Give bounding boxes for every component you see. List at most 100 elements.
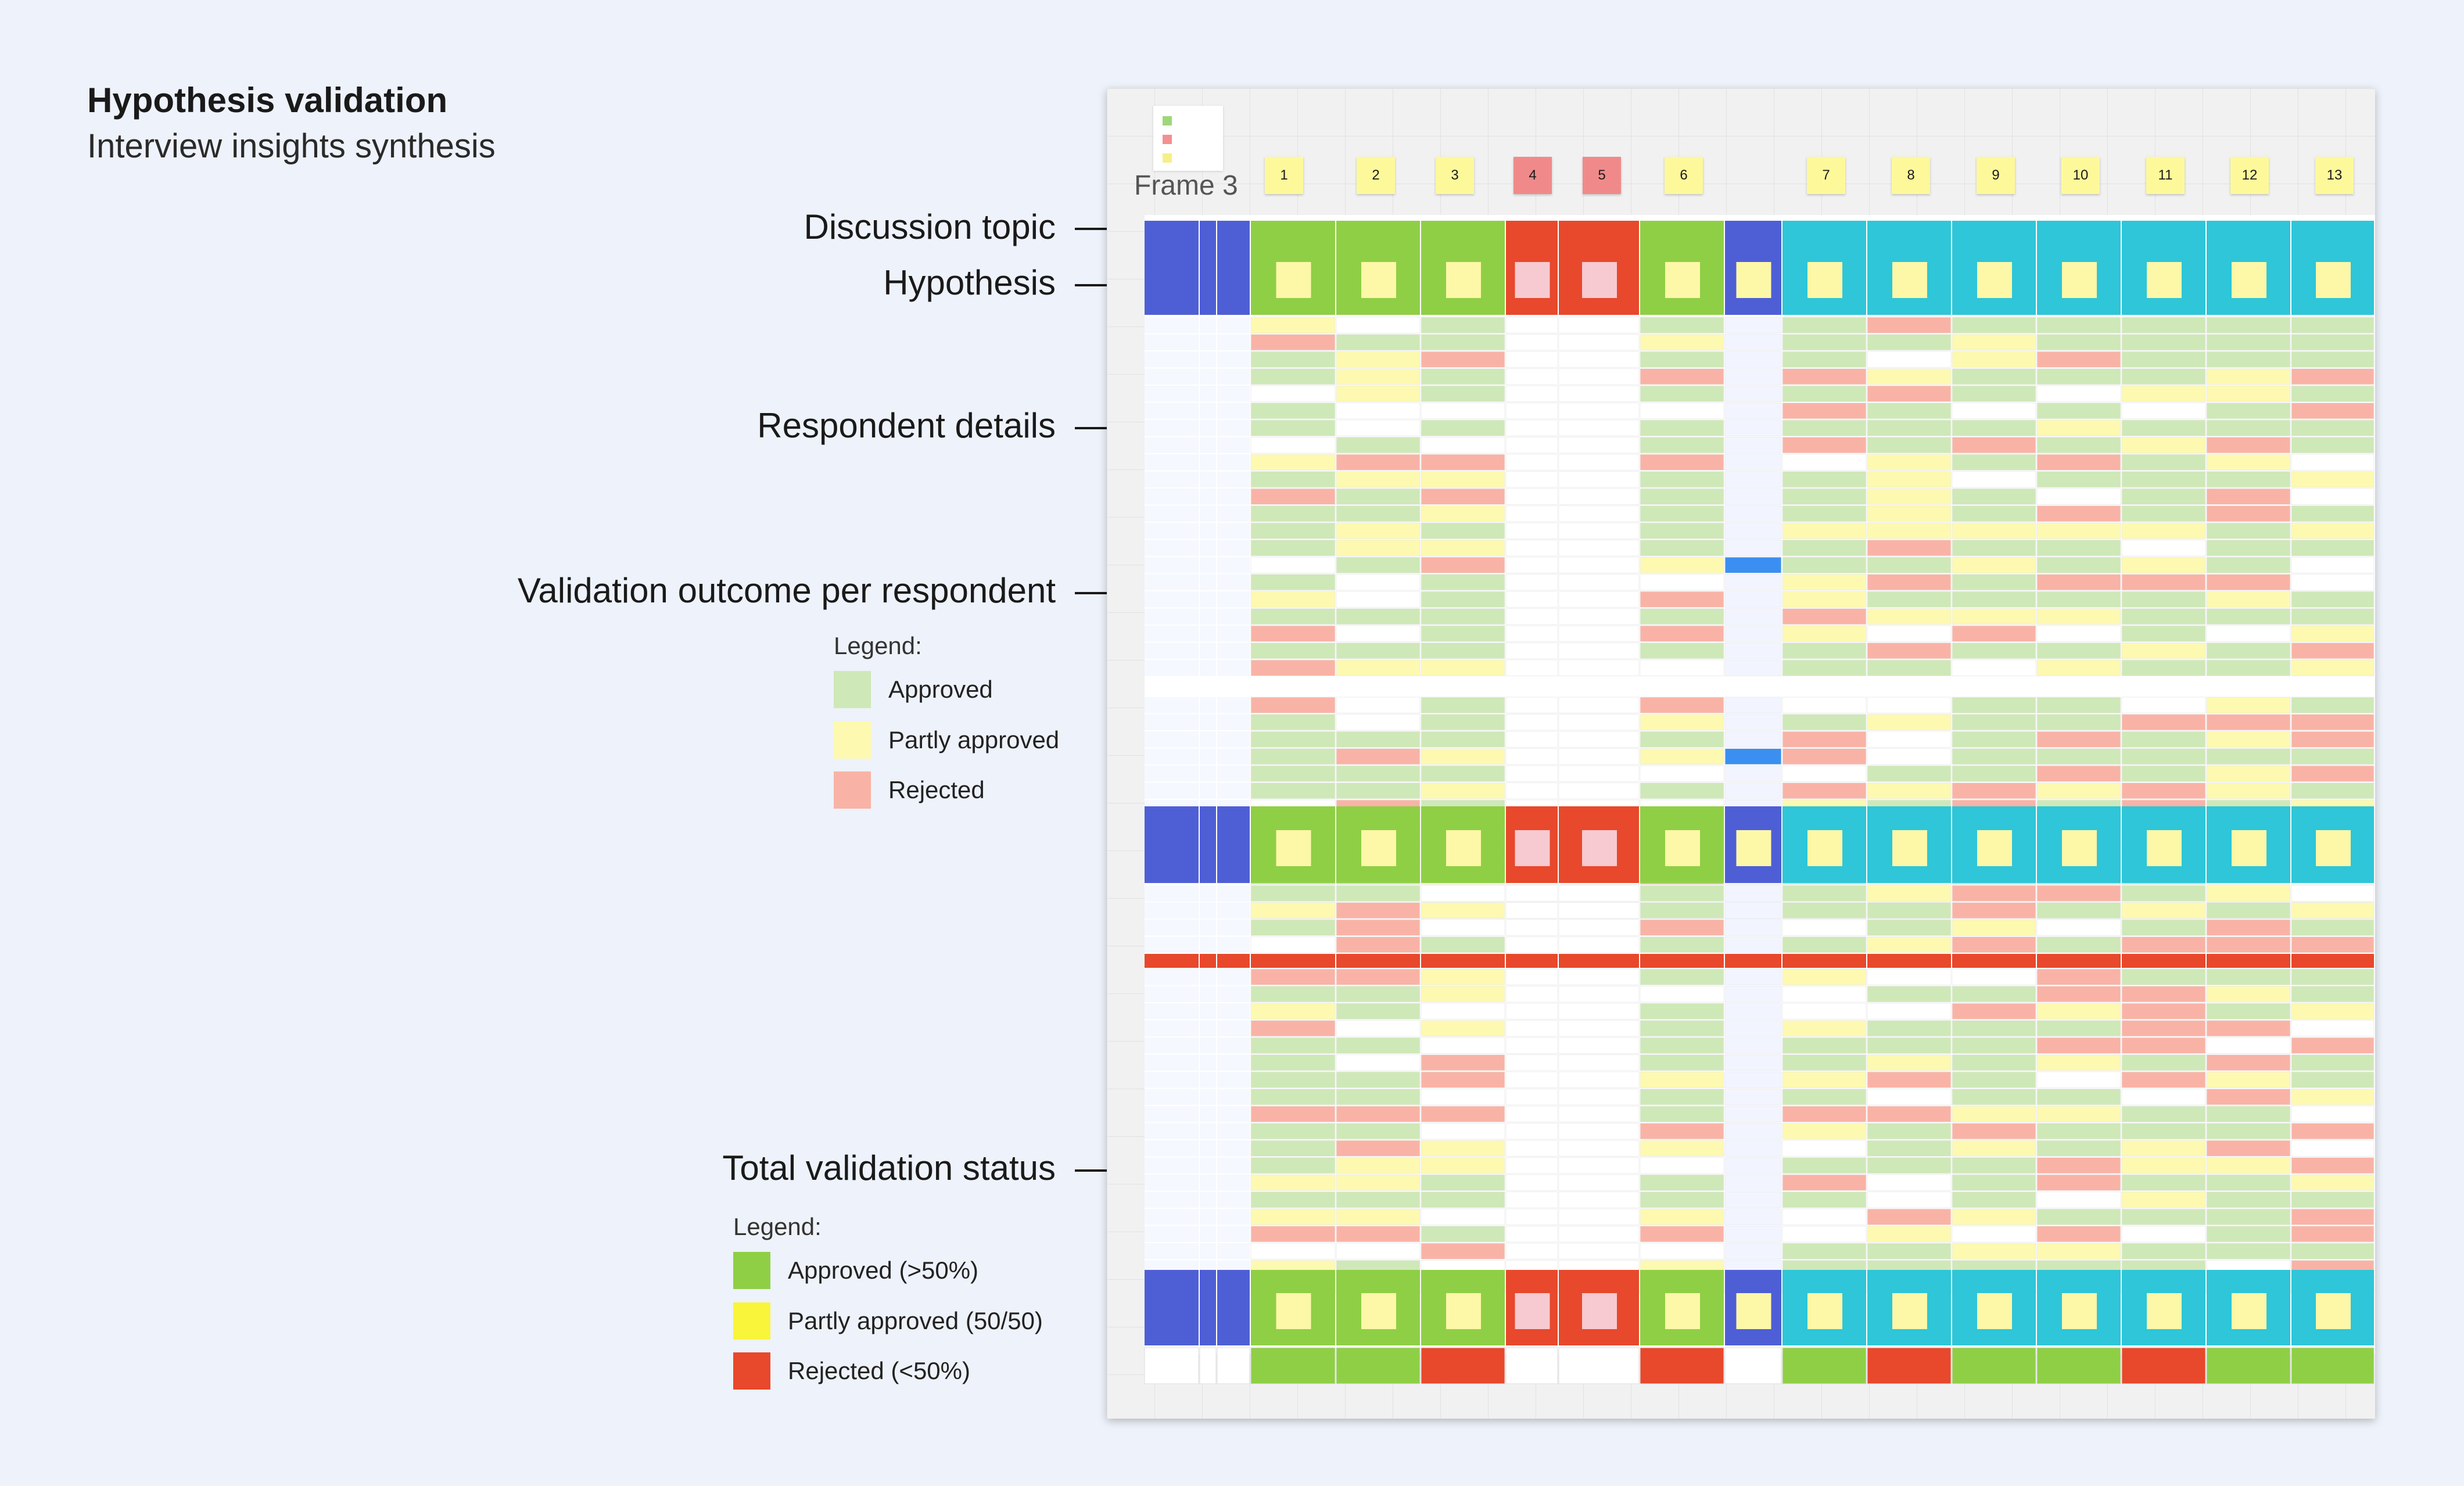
- block-1-outcome-cell: [1558, 522, 1640, 539]
- separator-cell: [1421, 954, 1505, 968]
- block-1-respondent-cell: [1200, 454, 1216, 471]
- block-2-outcome-cell: [2036, 697, 2121, 713]
- block-1-outcome-cell: [1421, 659, 1505, 676]
- block-1-outcome-cell: [2206, 574, 2291, 591]
- block-1-outcome-cell: [1640, 437, 1724, 454]
- block-1-outcome-cell: [1782, 574, 1867, 591]
- block-4-outcome-cell: [1640, 1226, 1724, 1243]
- block-2-outcome-cell: [1724, 731, 1782, 748]
- legend-item-rejected: Rejected: [834, 771, 985, 809]
- block-1-outcome-cell: [1421, 522, 1505, 539]
- topic-band-1-hypothesis-note: [1446, 262, 1481, 298]
- block-4-outcome-cell: [1867, 1157, 1952, 1174]
- block-1-outcome-cell: [2036, 505, 2121, 522]
- block-1-respondent-cell: [1145, 437, 1199, 453]
- column-number-note: 4: [1513, 157, 1552, 194]
- topic-band-3-left-cell: [1200, 1270, 1216, 1345]
- block-4-outcome-cell: [1640, 1243, 1724, 1259]
- block-1-outcome-cell: [2036, 437, 2121, 454]
- block-4-outcome-cell: [1952, 1208, 2036, 1225]
- block-4-outcome-cell: [1558, 1174, 1640, 1191]
- block-1-outcome-cell: [1867, 625, 1952, 642]
- block-4-respondent-cell: [1200, 986, 1216, 1002]
- block-1-respondent-cell: [1145, 523, 1199, 539]
- block-3-respondent-cell: [1200, 885, 1216, 902]
- block-4-outcome-cell: [1952, 1054, 2036, 1071]
- block-1-outcome-cell: [1250, 351, 1336, 368]
- block-4-outcome-cell: [2121, 1140, 2206, 1157]
- block-4-outcome-cell: [1952, 1105, 2036, 1122]
- block-4-outcome-cell: [1336, 1123, 1421, 1140]
- total-left-cell: [1144, 1347, 1199, 1384]
- block-4-outcome-cell: [1336, 1191, 1421, 1208]
- block-4-outcome-cell: [1782, 1226, 1867, 1243]
- block-4-outcome-cell: [1421, 1243, 1505, 1259]
- block-1-outcome-cell: [1782, 471, 1867, 488]
- block-2-outcome-cell: [1724, 697, 1782, 713]
- block-1-respondent-cell: [1145, 351, 1199, 368]
- block-1-outcome-cell: [1724, 591, 1782, 608]
- block-4-respondent-cell: [1145, 1106, 1199, 1122]
- block-3-outcome-cell: [1724, 919, 1782, 936]
- block-4-respondent-cell: [1145, 1003, 1199, 1020]
- topic-band-3-hypothesis-note: [1892, 1293, 1927, 1329]
- block-2-outcome-cell: [2121, 714, 2206, 731]
- total-status-cell: [2291, 1347, 2375, 1384]
- topic-header-strip: [1867, 221, 1951, 238]
- block-1-outcome-cell: [1952, 643, 2036, 659]
- total-status-cell: [1952, 1347, 2036, 1384]
- block-4-outcome-cell: [2036, 1243, 2121, 1259]
- block-4-outcome-cell: [2206, 1054, 2291, 1071]
- block-2-outcome-cell: [2206, 714, 2291, 731]
- block-4-respondent-cell: [1145, 1209, 1199, 1225]
- block-4-respondent-cell: [1145, 1072, 1199, 1088]
- block-1-outcome-cell: [1782, 334, 1867, 351]
- block-1-outcome-cell: [1782, 403, 1867, 419]
- block-1-respondent-cell: [1217, 368, 1250, 385]
- block-1-outcome-cell: [2036, 351, 2121, 368]
- block-1-respondent-cell: [1217, 334, 1250, 350]
- block-1-outcome-cell: [1724, 368, 1782, 385]
- block-2-outcome-cell: [1421, 765, 1505, 782]
- block-2-outcome-cell: [1421, 697, 1505, 713]
- block-4-outcome-cell: [1867, 1226, 1952, 1243]
- block-3-outcome-cell: [1421, 885, 1505, 902]
- topic-band-2-left-cell: [1217, 806, 1250, 883]
- block-2-respondent-cell: [1200, 766, 1216, 782]
- block-1-outcome-cell: [1724, 643, 1782, 659]
- block-1-outcome-cell: [2121, 625, 2206, 642]
- block-1-outcome-cell: [1505, 591, 1558, 608]
- block-4-outcome-cell: [1640, 1174, 1724, 1191]
- block-1-respondent-cell: [1217, 540, 1250, 556]
- separator-cell: [2207, 954, 2290, 968]
- block-1-respondent-cell: [1145, 386, 1199, 402]
- block-4-outcome-cell: [2121, 1003, 2206, 1020]
- block-2-outcome-cell: [1250, 731, 1336, 748]
- block-2-outcome-cell: [2291, 748, 2375, 765]
- column-number-note: 3: [1436, 157, 1474, 194]
- validation-board[interactable]: [1107, 88, 2375, 1419]
- topic-band-2-hypothesis-note: [2062, 830, 2097, 866]
- block-4-outcome-cell: [1952, 1089, 2036, 1105]
- block-4-outcome-cell: [2291, 1243, 2375, 1259]
- block-1-outcome-cell: [2291, 351, 2375, 368]
- block-1-outcome-cell: [2291, 403, 2375, 419]
- block-4-outcome-cell: [2036, 1089, 2121, 1105]
- block-1-outcome-cell: [1336, 505, 1421, 522]
- block-1-outcome-cell: [2291, 334, 2375, 351]
- block-1-outcome-cell: [2206, 540, 2291, 557]
- block-4-outcome-cell: [1505, 1157, 1558, 1174]
- block-4-outcome-cell: [2206, 1191, 2291, 1208]
- topic-header-strip: [2122, 221, 2205, 238]
- block-1-outcome-cell: [1505, 368, 1558, 385]
- mini-legend-swatch: [1163, 153, 1172, 163]
- block-2-respondent-cell: [1145, 731, 1199, 748]
- block-4-respondent-cell: [1145, 1191, 1199, 1208]
- block-2-outcome-cell: [1505, 783, 1558, 799]
- block-1-outcome-cell: [1421, 317, 1505, 333]
- block-3-outcome-cell: [2036, 936, 2121, 953]
- block-2-outcome-cell: [1558, 731, 1640, 748]
- block-1-outcome-cell: [2291, 317, 2375, 333]
- block-4-respondent-cell: [1217, 1191, 1250, 1208]
- block-1-outcome-cell: [1505, 437, 1558, 454]
